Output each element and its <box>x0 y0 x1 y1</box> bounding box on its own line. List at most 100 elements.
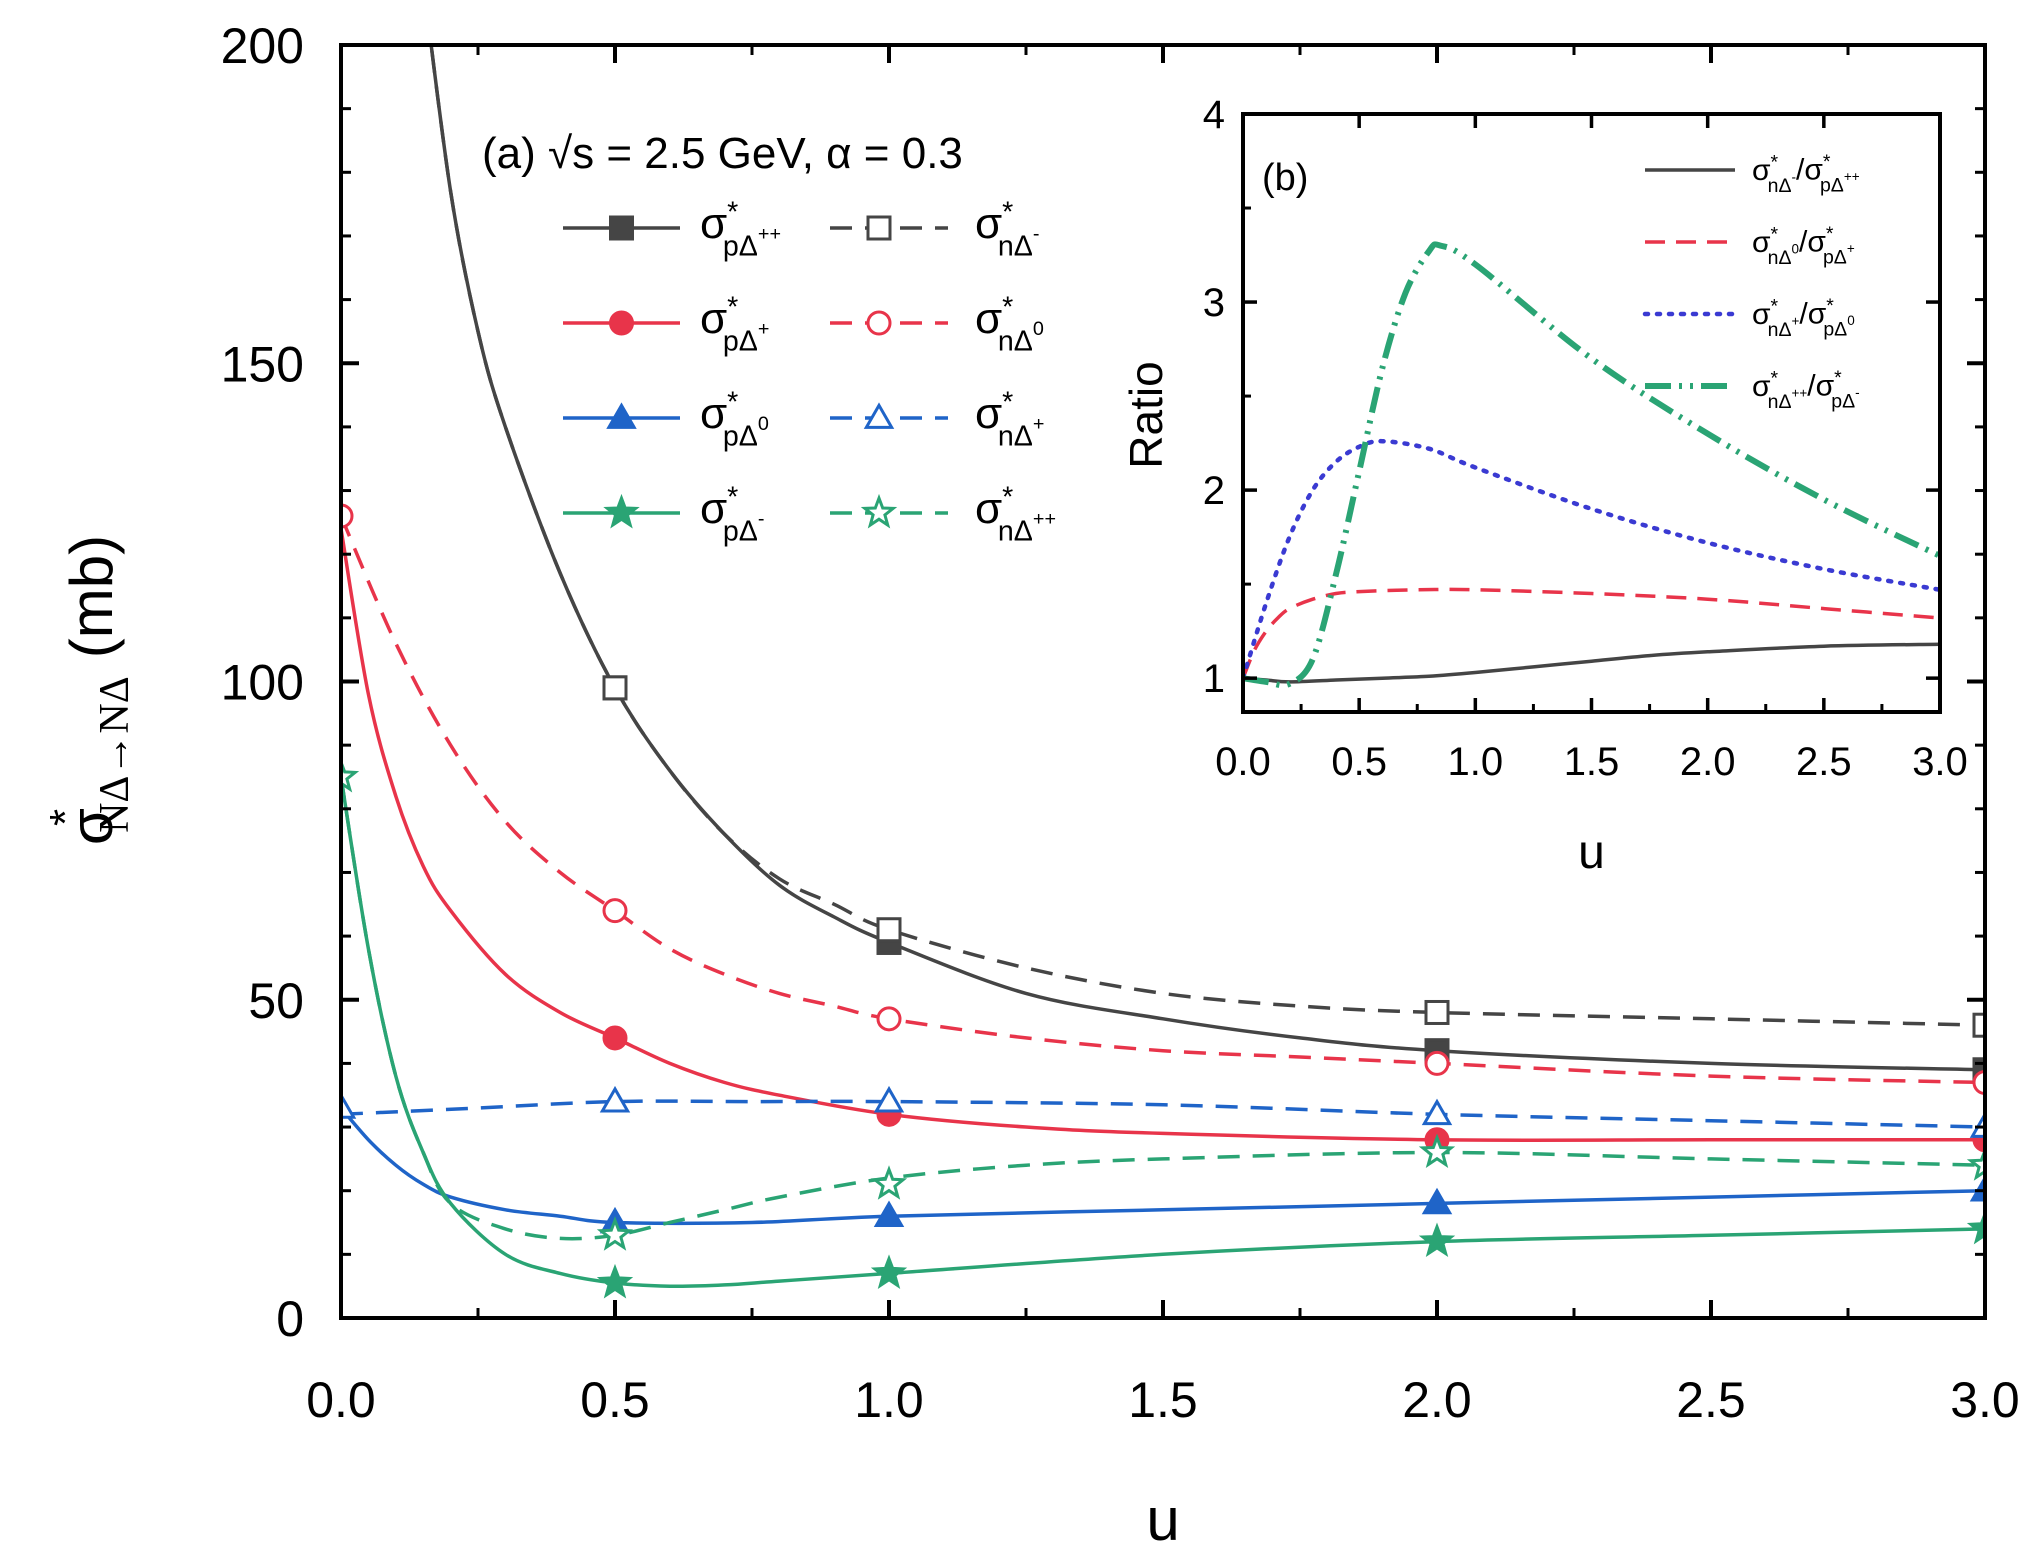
ratio-line-r3 <box>1243 438 1940 681</box>
series-line-nD0 <box>341 515 1985 1085</box>
legend-marker <box>866 310 892 336</box>
inset-x-tick-label: 0.0 <box>1215 740 1271 784</box>
x-tick-label: 0.5 <box>580 1372 650 1428</box>
legend-label: σ* pΔ++ <box>700 196 781 262</box>
inset-x-axis-label: u <box>1578 826 1605 879</box>
inset-legend-label: σ* nΔ++/σ* pΔ- <box>1752 367 1860 413</box>
legend-item-pDm: σ* pΔ- <box>563 481 765 548</box>
marker-nDm-1 <box>876 917 902 943</box>
inset-legend-item-r4: σ* nΔ++/σ* pΔ- <box>1645 367 1860 413</box>
inset-x-tick-label: 1.5 <box>1564 740 1620 784</box>
y-tick-label: 200 <box>221 18 304 74</box>
series-markers-nDm <box>602 675 1985 1038</box>
series-markers-pDm <box>596 1209 1985 1299</box>
legend-item-nDm: σ* nΔ- <box>830 196 1040 263</box>
legend-marker <box>609 310 634 336</box>
marker-nDm-0 <box>602 675 628 701</box>
marker-nD0-4 <box>1972 1069 1985 1095</box>
legend-marker <box>609 215 634 241</box>
legend-item-pDp: σ* pΔ+ <box>563 291 769 358</box>
legend-label: σ* nΔ+ <box>975 386 1044 452</box>
legend-marker <box>863 402 895 429</box>
series-markers-nDp <box>341 1085 1985 1138</box>
legend-label: σ* nΔ- <box>975 196 1040 262</box>
marker-nDpp-0 <box>341 757 360 793</box>
y-tick-label: 0 <box>276 1291 304 1347</box>
y-tick-label: 50 <box>248 973 304 1029</box>
legend-label: σ* pΔ+ <box>700 291 769 357</box>
marker-nDm-3 <box>1972 1012 1985 1038</box>
marker-nDpp-1 <box>596 1216 634 1251</box>
x-tick-label: 1.0 <box>854 1372 924 1428</box>
ratio-line-r1 <box>1243 642 1940 684</box>
legend-item-pDpp: σ* pΔ++ <box>563 196 781 263</box>
marker-nDpp-4 <box>1966 1146 1985 1181</box>
series-markers-pDpp <box>602 675 1985 1083</box>
legend-item-pD0: σ* pΔ0 <box>563 386 769 453</box>
inset-x-tick-label: 0.5 <box>1331 740 1387 784</box>
legend-label: σ* nΔ0 <box>975 291 1044 357</box>
marker-pD0-3 <box>1969 1175 1985 1202</box>
inset-plot: 0.0 0.5 1.0 1.5 2.0 2.5 3.0 1 2 3 4 u Ratio (b) σ* nΔ-/… <box>1120 93 1968 879</box>
series-line-pD0 <box>341 1106 1985 1226</box>
marker-nDp-3 <box>1421 1098 1453 1126</box>
main-legend: σ* pΔ++ σ* nΔ-σ* pΔ+ σ* nΔ0 σ* pΔ0 σ* nΔ+ σ* pΔ-σ* nΔ… <box>563 196 1056 548</box>
marker-pDp-0 <box>602 1025 628 1051</box>
y-tick-label: 100 <box>221 655 304 711</box>
series-markers-nD0 <box>341 503 1985 1095</box>
panel-a-annotation: (a) √s = 2.5 GeV, α = 0.3 <box>482 129 963 178</box>
legend-label: σ* pΔ- <box>700 481 765 547</box>
inset-legend-item-r3: σ* nΔ+/σ* pΔ0 <box>1642 295 1855 341</box>
x-tick-label: 1.5 <box>1128 1372 1198 1428</box>
inset-series-lines <box>1243 241 1940 689</box>
panel-b-annotation: (b) <box>1262 157 1308 199</box>
marker-nDm-2 <box>1424 999 1450 1025</box>
marker-nD0-0 <box>341 503 354 529</box>
marker-pDm-1 <box>870 1254 908 1289</box>
legend-label: σ* pΔ0 <box>700 386 769 452</box>
x-tick-label: 0.0 <box>306 1372 376 1428</box>
inset-y-tick-label: 1 <box>1203 657 1225 701</box>
inset-background <box>1243 114 1940 712</box>
x-tick-label: 3.0 <box>1950 1372 2020 1428</box>
legend-item-nD0: σ* nΔ0 <box>830 291 1044 358</box>
marker-nDp-1 <box>599 1085 631 1113</box>
y-axis-label: σ*NΔ→NΔ(mb) <box>41 535 138 845</box>
marker-nD0-1 <box>602 898 628 924</box>
marker-nD0-2 <box>876 1006 902 1032</box>
marker-pDpp-3 <box>1972 1057 1985 1083</box>
series-markers-pD0 <box>599 1175 1985 1234</box>
inset-legend: σ* nΔ-/σ* pΔ++ σ* nΔ0/σ* pΔ+ σ* nΔ+/σ* pΔ0 σ* nΔ++… <box>1642 151 1860 413</box>
marker-pD0-2 <box>1421 1187 1453 1215</box>
series-markers-nDpp <box>341 757 1985 1251</box>
inset-x-tick-label: 2.0 <box>1680 740 1736 784</box>
series-line-pDp <box>341 528 1985 1142</box>
legend-marker <box>866 215 892 241</box>
series-line-nDm <box>429 45 1985 1027</box>
ratio-line-r2 <box>1243 587 1940 679</box>
inset-x-tick-label: 3.0 <box>1912 740 1968 784</box>
ratio-line-r4 <box>1243 241 1940 689</box>
x-tick-label: 2.0 <box>1402 1372 1472 1428</box>
marker-pD0-1 <box>873 1200 905 1228</box>
marker-pDm-3 <box>1966 1209 1985 1245</box>
inset-x-tick-label: 1.0 <box>1448 740 1504 784</box>
x-tick-label: 2.5 <box>1676 1372 1746 1428</box>
inset-legend-label: σ* nΔ-/σ* pΔ++ <box>1752 151 1860 197</box>
legend-item-nDpp: σ* nΔ++ <box>830 481 1056 548</box>
marker-nDp-2 <box>873 1085 905 1113</box>
inset-y-tick-label: 3 <box>1203 281 1225 325</box>
legend-marker <box>603 493 640 529</box>
legend-marker <box>860 493 898 529</box>
main-series-lines <box>341 45 1985 1289</box>
marker-nDp-0 <box>341 1092 357 1119</box>
inset-y-axis-label: Ratio <box>1120 361 1172 468</box>
legend-marker <box>606 402 637 429</box>
series-line-nDp <box>341 1099 1985 1129</box>
marker-nDp-4 <box>1969 1111 1985 1138</box>
inset-legend-item-r2: σ* nΔ0/σ* pΔ+ <box>1645 223 1855 269</box>
main-plot: 0.0 0.5 1.0 1.5 2.0 2.5 3.0 0 50 100 150 200 u σ*NΔ→N… <box>41 18 2020 1553</box>
y-tick-label: 150 <box>221 336 304 392</box>
inset-legend-label: σ* nΔ+/σ* pΔ0 <box>1752 295 1855 341</box>
legend-label: σ* nΔ++ <box>975 481 1056 547</box>
